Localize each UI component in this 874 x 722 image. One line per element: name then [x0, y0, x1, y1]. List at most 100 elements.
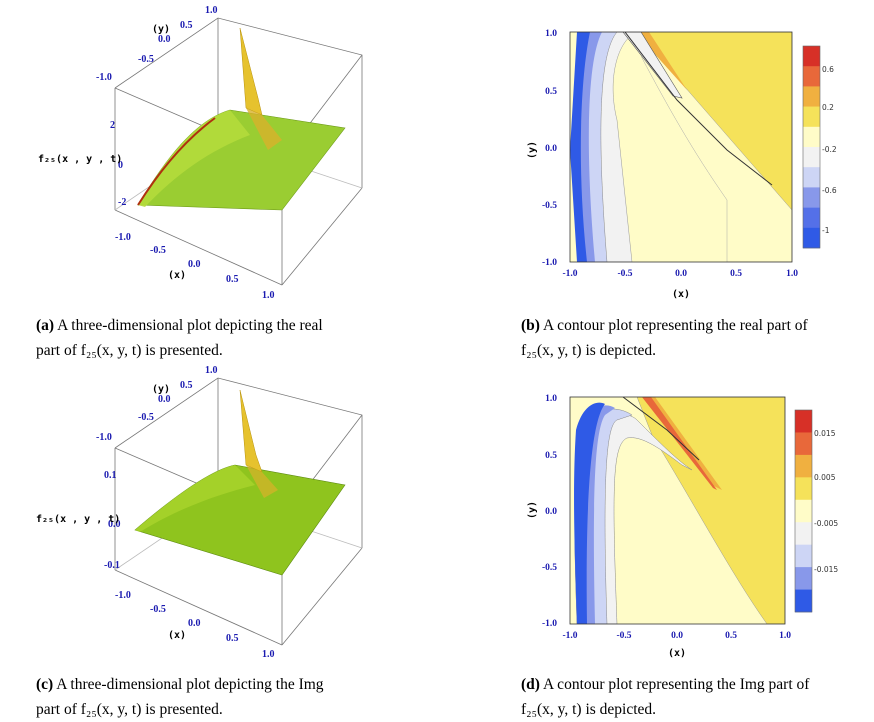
- caption-d-line1: A contour plot representing the Img part…: [539, 676, 810, 693]
- caption-d-tag: (d): [521, 676, 540, 693]
- ytick-b-0.5: 0.5: [545, 87, 557, 97]
- xtick-b-0: 0.0: [675, 269, 687, 279]
- xtick-a-m1: -1.0: [115, 232, 131, 243]
- plot-d-regions: [570, 397, 785, 624]
- ytick-b-0: 0.0: [545, 144, 557, 154]
- plot-d-contour: 1.0 0.5 0.0 -0.5 -1.0 -1.0 -0.5 0.0 0.5 …: [527, 394, 838, 659]
- cb-d-swatch-0: [795, 410, 812, 433]
- cb-b-swatch-4: [803, 126, 820, 148]
- plot-a-3d: 1.0 0.5 0.0 -0.5 -1.0 (y) 2 0 -2 f₂₅(x ,…: [38, 5, 363, 301]
- caption-d: (d) A contour plot representing the Img …: [521, 672, 851, 722]
- zlabel-a: f₂₅(x , y , t): [38, 154, 122, 165]
- xtick-a-0.5: 0.5: [226, 274, 239, 285]
- xtick-a-0: 0.0: [188, 259, 201, 270]
- caption-c-line1: A three-dimensional plot depicting the I…: [53, 676, 324, 693]
- cb-b-swatch-3: [803, 106, 820, 128]
- plot-b-contour: 1.0 0.5 0.0 -0.5 -1.0 -1.0 -0.5 0.0 0.5 …: [527, 29, 837, 300]
- plot-b-colorbar-labels: 0.6 0.2 -0.2 -0.6 -1: [822, 65, 837, 235]
- xtick-b-1: 1.0: [786, 269, 798, 279]
- ytick-b-m1: -1.0: [542, 258, 557, 268]
- caption-b-line2: f₂₅(x, y, t) is depicted.: [521, 342, 657, 359]
- xlabel-d: (x): [668, 648, 686, 659]
- xtick-c-0.5: 0.5: [226, 633, 239, 644]
- caption-b: (b) A contour plot representing the real…: [521, 313, 851, 363]
- ytick-a-0.5: 0.5: [180, 20, 193, 31]
- xtick-c-1: 1.0: [262, 649, 275, 660]
- cb-d-swatch-5: [795, 522, 812, 545]
- cb-b-label-4: -1: [822, 226, 830, 235]
- ztick-c-m0.1: -0.1: [104, 560, 120, 571]
- xtick-a-1: 1.0: [262, 290, 275, 301]
- xlabel-b: (x): [672, 289, 690, 300]
- cb-b-swatch-7: [803, 187, 820, 208]
- cb-d-swatch-8: [795, 589, 812, 613]
- cb-d-swatch-1: [795, 432, 812, 456]
- ylabel-a: (y): [152, 24, 170, 35]
- zlabel-c: f₂₅(x , y , t): [36, 514, 120, 525]
- ytick-a-0: 0.0: [158, 34, 171, 45]
- cb-b-label-2: -0.2: [822, 145, 837, 154]
- plot-b-ticks: 1.0 0.5 0.0 -0.5 -1.0 -1.0 -0.5 0.0 0.5 …: [527, 29, 798, 300]
- plot-a-ticks: 1.0 0.5 0.0 -0.5 -1.0 (y) 2 0 -2 f₂₅(x ,…: [38, 5, 275, 301]
- xtick-d-0: 0.0: [671, 631, 683, 641]
- xtick-b-m0.5: -0.5: [617, 269, 632, 279]
- ytick-c-1: 1.0: [205, 365, 218, 376]
- plot-d-ticks: 1.0 0.5 0.0 -0.5 -1.0 -1.0 -0.5 0.0 0.5 …: [527, 394, 791, 659]
- ytick-d-m1: -1.0: [542, 619, 557, 629]
- xtick-c-m1: -1.0: [115, 590, 131, 601]
- cb-d-label-2: -0.005: [814, 519, 838, 528]
- cb-b-frame: [802, 45, 821, 249]
- cb-b-swatch-0: [803, 46, 820, 67]
- ztick-c-0: 0.0: [108, 519, 121, 530]
- ytick-a-1: 1.0: [205, 5, 218, 16]
- ytick-d-m0.5: -0.5: [542, 563, 557, 573]
- caption-a: (a) A three-dimensional plot depicting t…: [36, 313, 362, 363]
- xlabel-a: (x): [168, 270, 186, 281]
- ytick-a-m0.5: -0.5: [138, 54, 154, 65]
- cb-d-frame: [794, 409, 813, 613]
- cb-d-label-3: -0.015: [814, 565, 838, 574]
- ytick-a-m1: -1.0: [96, 72, 112, 83]
- xlabel-c: (x): [168, 630, 186, 641]
- caption-b-line1: A contour plot representing the real par…: [539, 317, 808, 334]
- xtick-c-0: 0.0: [188, 618, 201, 629]
- ytick-c-0.5: 0.5: [180, 380, 193, 391]
- cb-b-label-3: -0.6: [822, 186, 837, 195]
- plot-a-surface: [137, 27, 346, 211]
- cb-d-swatch-3: [795, 477, 812, 501]
- cb-b-label-1: 0.2: [822, 103, 834, 112]
- cb-d-swatch-6: [795, 544, 812, 568]
- caption-b-tag: (b): [521, 317, 540, 334]
- xtick-d-m0.5: -0.5: [616, 631, 631, 641]
- caption-d-line2: f₂₅(x, y, t) is depicted.: [521, 701, 657, 718]
- xtick-c-m0.5: -0.5: [150, 604, 166, 615]
- ytick-c-0: 0.0: [158, 394, 171, 405]
- ytick-c-m0.5: -0.5: [138, 412, 154, 423]
- ytick-b-1: 1.0: [545, 29, 557, 39]
- cb-d-swatch-4: [795, 499, 812, 523]
- ztick-c-0.1: 0.1: [104, 470, 117, 481]
- plot-b-frame: [569, 31, 793, 263]
- cb-d-label-1: 0.005: [814, 473, 836, 482]
- cb-b-swatch-9: [803, 227, 820, 249]
- ytick-b-m0.5: -0.5: [542, 201, 557, 211]
- plot-c-surface: [134, 389, 346, 576]
- ztick-a-0: 0: [118, 160, 123, 171]
- plot-c-ticks: 1.0 0.5 0.0 -0.5 -1.0 (y) 0.1 0.0 -0.1 f…: [36, 365, 275, 660]
- ytick-d-0.5: 0.5: [545, 451, 557, 461]
- xtick-d-1: 1.0: [779, 631, 791, 641]
- cb-d-swatch-7: [795, 567, 812, 590]
- xtick-b-m1: -1.0: [562, 269, 577, 279]
- ytick-d-1: 1.0: [545, 394, 557, 404]
- caption-c-tag: (c): [36, 676, 54, 693]
- caption-a-line1: A three-dimensional plot depicting the r…: [54, 317, 323, 334]
- cb-d-label-0: 0.015: [814, 429, 836, 438]
- cb-b-swatch-5: [803, 147, 820, 168]
- xtick-d-0.5: 0.5: [725, 631, 737, 641]
- cb-b-swatch-1: [803, 66, 820, 87]
- cb-b-swatch-2: [803, 86, 820, 107]
- ylabel-d: (y): [527, 501, 538, 519]
- ztick-a-m2: -2: [118, 197, 126, 208]
- plot-d-colorbar: [794, 409, 813, 613]
- plot-b-colorbar: [802, 45, 821, 249]
